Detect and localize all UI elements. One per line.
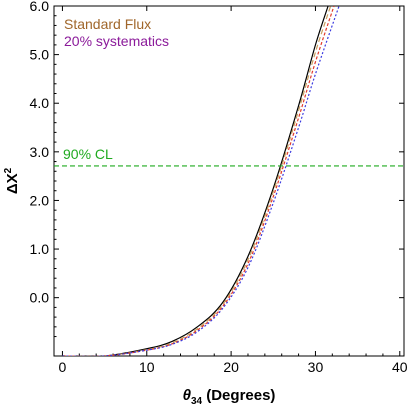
x-label-subscript: 34 bbox=[191, 396, 203, 407]
x-tick-label: 40 bbox=[392, 359, 408, 375]
y-tick-label: 1.0 bbox=[30, 241, 50, 257]
plot-frame bbox=[53, 5, 405, 357]
series-line-1 bbox=[62, 6, 332, 356]
series-line-3 bbox=[62, 6, 340, 356]
axis-ticks: 0 10 20 30 40 0.0 1.0 2.0 3.0 4.0 5.0 6.0 bbox=[30, 0, 408, 375]
legend-entry: Standard Flux bbox=[64, 16, 151, 32]
y-tick-label: 4.0 bbox=[30, 95, 50, 111]
y-label-text: ΔX bbox=[4, 173, 21, 194]
cl-layer: 90% CL bbox=[54, 146, 404, 167]
series-line-2 bbox=[62, 6, 335, 356]
cl-label: 90% CL bbox=[63, 146, 113, 162]
y-tick-label: 0.0 bbox=[30, 290, 50, 306]
y-tick-label: 6.0 bbox=[30, 0, 50, 14]
x-label-text: (Degrees) bbox=[202, 387, 275, 404]
x-tick-label: 0 bbox=[59, 359, 67, 375]
x-tick-label: 10 bbox=[139, 359, 155, 375]
legend-entry: 20% systematics bbox=[64, 33, 169, 49]
x-tick-label: 20 bbox=[223, 359, 239, 375]
x-axis-label: θ34 (Degrees) bbox=[183, 387, 276, 407]
y-tick-label: 5.0 bbox=[30, 47, 50, 63]
y-tick-label: 3.0 bbox=[30, 144, 50, 160]
series-layer bbox=[62, 6, 340, 356]
y-label-superscript: 2 bbox=[3, 167, 14, 173]
x-tick-label: 30 bbox=[308, 359, 324, 375]
y-tick-label: 2.0 bbox=[30, 192, 50, 208]
y-axis-label: ΔX2 bbox=[3, 167, 21, 194]
series-line-0 bbox=[62, 6, 329, 356]
x-label-variable: θ bbox=[183, 387, 192, 404]
